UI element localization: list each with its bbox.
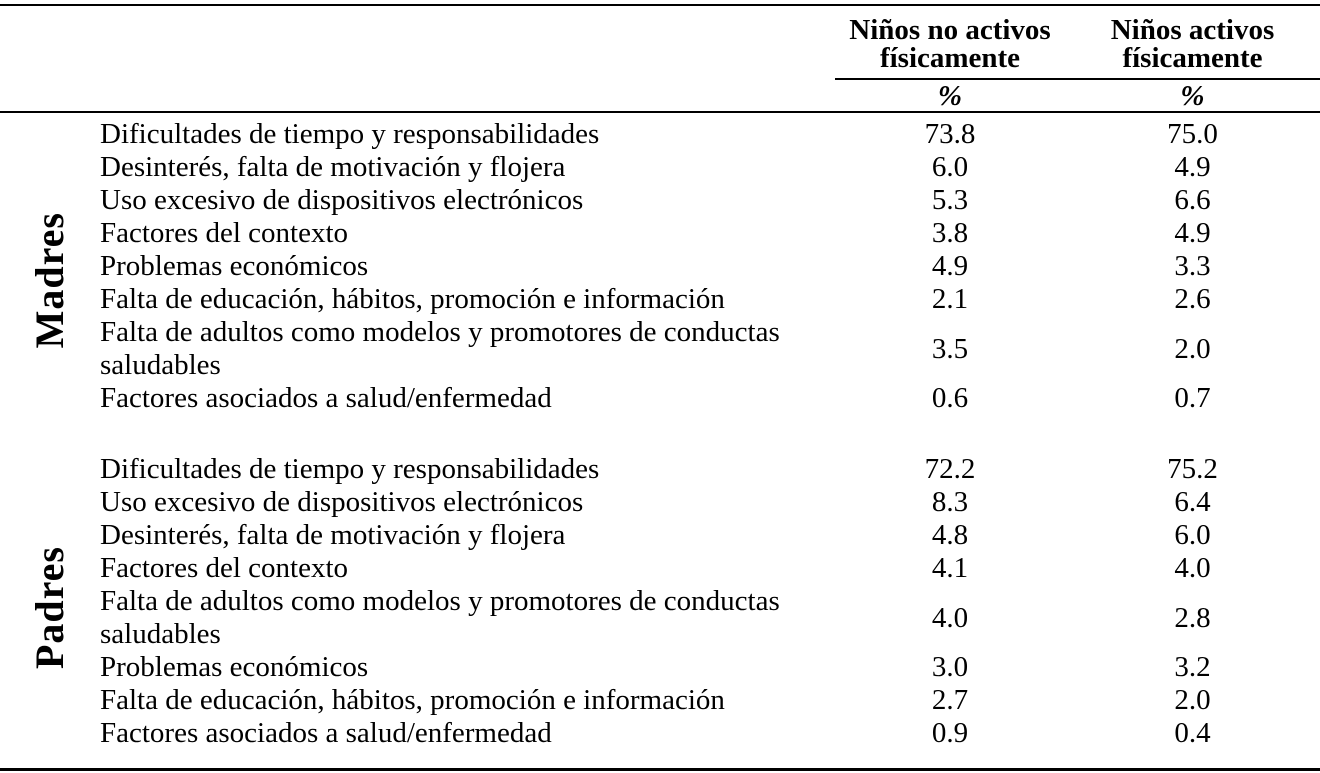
value-ninos-activos: 6.0 [1174, 519, 1211, 551]
table-row: Factores del contexto 3.8 4.9 [0, 217, 1320, 250]
column-header-row: Niños no activos físicamente Niños activ… [0, 5, 1320, 80]
percent-label-no-activos: % [835, 79, 1065, 113]
table-row: Desinterés, falta de motivación y flojer… [0, 151, 1320, 184]
value-ninos-no-activos: 0.6 [931, 382, 969, 414]
factor-cell: Factores del contexto [100, 217, 349, 249]
value-ninos-activos: 0.7 [1174, 382, 1211, 414]
value-ninos-no-activos: 3.8 [931, 217, 969, 249]
value-ninos-activos: 2.6 [1174, 283, 1211, 315]
value-ninos-activos: 4.0 [1174, 552, 1211, 584]
factor-cell: Falta de adultos como modelos y promotor… [100, 316, 780, 381]
factor-cell: Falta de adultos como modelos y promotor… [100, 585, 780, 650]
factor-cell: Uso excesivo de dispositivos electrónico… [100, 486, 584, 518]
value-ninos-activos: 3.3 [1174, 250, 1211, 282]
value-ninos-no-activos: 3.0 [931, 651, 969, 683]
value-ninos-activos: 2.0 [1174, 332, 1211, 365]
value-ninos-no-activos: 8.3 [931, 486, 969, 518]
table-row: Madres Dificultades de tiempo y responsab… [0, 112, 1320, 349]
value-ninos-no-activos: 4.9 [931, 250, 969, 282]
unit-row: % % [0, 79, 1320, 113]
value-ninos-no-activos: 4.8 [931, 519, 969, 551]
table-row: Problemas económicos 4.9 3.3 [0, 250, 1320, 283]
value-ninos-no-activos: 3.5 [931, 332, 969, 365]
table-row: Padres Dificultades de tiempo y responsab… [0, 453, 1320, 670]
percent-label-activos: % [1065, 79, 1320, 113]
empty-header-cell [0, 5, 835, 79]
value-ninos-no-activos: 73.8 [924, 118, 976, 150]
table-row: Problemas económicos 3.0 3.2 [0, 651, 1320, 684]
value-ninos-activos: 4.9 [1174, 151, 1211, 183]
factor-cell: Desinterés, falta de motivación y flojer… [100, 151, 566, 183]
table-row: Uso excesivo de dispositivos electrónico… [0, 486, 1320, 519]
factor-cell: Factores asociados a salud/enfermedad [100, 717, 552, 749]
empty-unit-cell [0, 79, 835, 113]
value-ninos-activos: 4.9 [1174, 217, 1211, 249]
factor-cell: Problemas económicos [100, 250, 369, 282]
factor-cell: Factores asociados a salud/enfermedad [100, 382, 552, 414]
value-ninos-activos: 6.4 [1174, 486, 1211, 518]
table-row: Factores asociados a salud/enfermedad 0.9… [0, 717, 1320, 770]
column-header-ninos-activos: Niños activos físicamente [1065, 5, 1320, 80]
group-label: Madres [27, 212, 72, 349]
table-row: Factores asociados a salud/enfermedad 0.6… [0, 382, 1320, 415]
factor-cell: Uso excesivo de dispositivos electrónico… [100, 184, 584, 216]
value-ninos-no-activos: 72.2 [924, 453, 976, 485]
table-row: Uso excesivo de dispositivos electrónico… [0, 184, 1320, 217]
barriers-percentages-table: Niños no activos físicamente Niños activ… [0, 4, 1320, 771]
section-spacer-row [0, 415, 1320, 453]
factor-cell: Problemas económicos [100, 651, 369, 683]
table-row: Falta de educación, hábitos, promoción e… [0, 684, 1320, 717]
value-ninos-no-activos: 2.1 [931, 283, 969, 315]
value-ninos-no-activos: 2.7 [931, 684, 969, 716]
factor-cell: Falta de educación, hábitos, promoción e… [100, 684, 725, 716]
value-ninos-no-activos: 6.0 [931, 151, 969, 183]
value-ninos-no-activos: 0.9 [931, 717, 969, 749]
spacer-cell [100, 415, 1320, 453]
factor-cell: Dificultades de tiempo y responsabilidad… [100, 453, 600, 485]
value-ninos-activos: 6.6 [1174, 184, 1211, 216]
value-ninos-no-activos: 4.1 [931, 552, 969, 584]
value-ninos-no-activos: 5.3 [931, 184, 969, 216]
value-ninos-activos: 3.2 [1174, 651, 1211, 683]
table-row: Falta de adultos como modelos y promotor… [0, 585, 1320, 651]
factor-cell: Dificultades de tiempo y responsabilidad… [100, 118, 600, 150]
value-ninos-activos: 0.4 [1174, 717, 1211, 749]
table-row: Falta de educación, hábitos, promoción e… [0, 283, 1320, 316]
group-label: Padres [27, 546, 72, 670]
value-ninos-activos: 2.0 [1174, 684, 1211, 716]
group-header-madres: Madres [0, 112, 100, 453]
value-ninos-activos: 2.8 [1174, 601, 1211, 634]
value-ninos-activos: 75.0 [1167, 118, 1218, 150]
factor-cell: Falta de educación, hábitos, promoción e… [100, 283, 725, 315]
table-row: Desinterés, falta de motivación y flojer… [0, 519, 1320, 552]
factor-cell: Desinterés, falta de motivación y flojer… [100, 519, 566, 551]
table-row: Factores del contexto 4.1 4.0 [0, 552, 1320, 585]
factor-cell: Factores del contexto [100, 552, 349, 584]
column-header-ninos-no-activos: Niños no activos físicamente [835, 5, 1065, 80]
value-ninos-no-activos: 4.0 [931, 601, 969, 634]
table-row: Falta de adultos como modelos y promotor… [0, 316, 1320, 382]
group-header-padres: Padres [0, 453, 100, 770]
value-ninos-activos: 75.2 [1167, 453, 1218, 485]
